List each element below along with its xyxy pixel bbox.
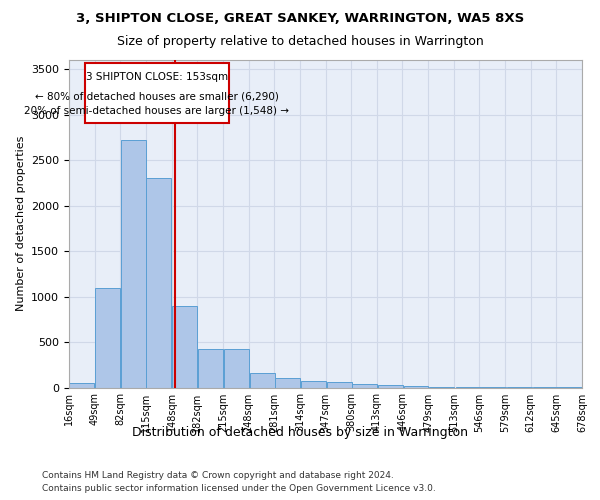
Bar [95, 288, 120, 388]
Y-axis label: Number of detached properties: Number of detached properties [16, 136, 26, 312]
Text: 3, SHIPTON CLOSE, GREAT SANKEY, WARRINGTON, WA5 8XS: 3, SHIPTON CLOSE, GREAT SANKEY, WARRINGT… [76, 12, 524, 26]
Text: Distribution of detached houses by size in Warrington: Distribution of detached houses by size … [132, 426, 468, 439]
Text: 20% of semi-detached houses are larger (1,548) →: 20% of semi-detached houses are larger (… [25, 106, 289, 116]
Bar [121, 140, 146, 388]
Bar [404, 386, 428, 388]
FancyBboxPatch shape [85, 62, 229, 123]
Bar [224, 350, 249, 388]
Text: ← 80% of detached houses are smaller (6,290): ← 80% of detached houses are smaller (6,… [35, 92, 279, 102]
Bar [172, 306, 197, 388]
Bar [146, 178, 171, 388]
Bar [250, 373, 275, 388]
Bar [301, 381, 326, 388]
Text: 3 SHIPTON CLOSE: 153sqm: 3 SHIPTON CLOSE: 153sqm [86, 72, 228, 82]
Text: Contains public sector information licensed under the Open Government Licence v3: Contains public sector information licen… [42, 484, 436, 493]
Bar [352, 384, 377, 388]
Bar [199, 350, 223, 388]
Bar [70, 383, 94, 388]
Bar [275, 378, 300, 388]
Bar [326, 382, 352, 388]
Bar [378, 385, 403, 388]
Text: Contains HM Land Registry data © Crown copyright and database right 2024.: Contains HM Land Registry data © Crown c… [42, 471, 394, 480]
Text: Size of property relative to detached houses in Warrington: Size of property relative to detached ho… [116, 35, 484, 48]
Bar [429, 386, 454, 388]
